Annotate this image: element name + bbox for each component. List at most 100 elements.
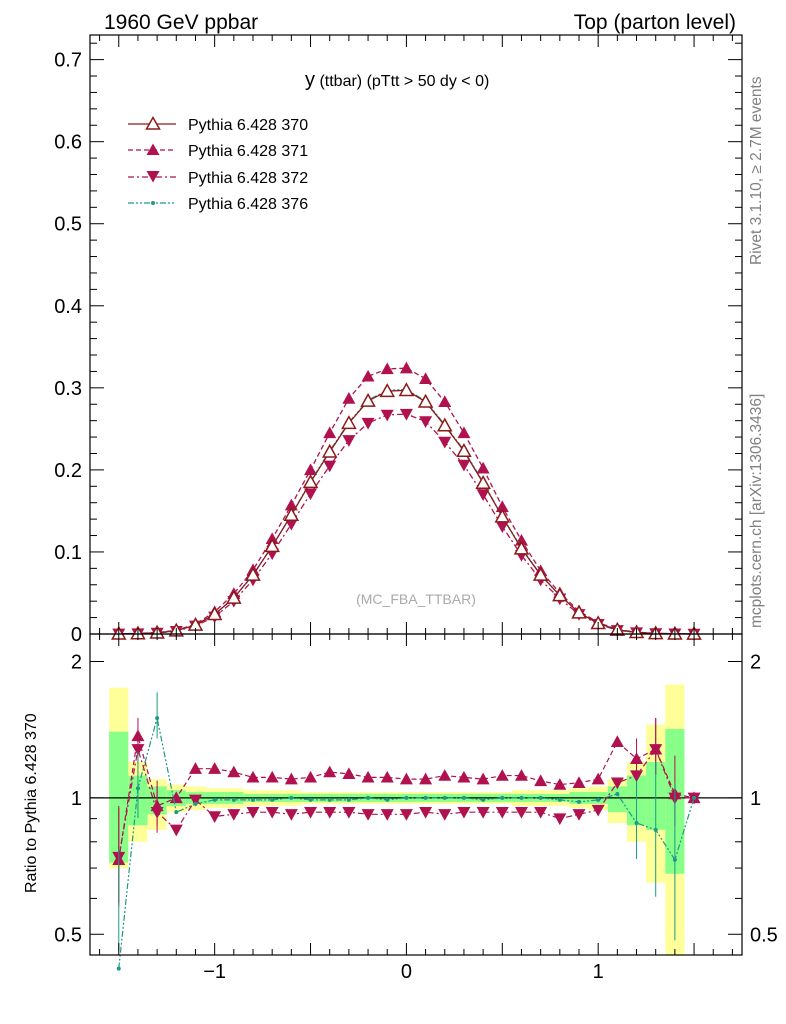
point-2-9: [284, 518, 298, 531]
ratio-point-2-19: [476, 806, 490, 819]
point-1-11: [323, 426, 337, 439]
ratio-point-3-21: [519, 795, 524, 800]
point-1-17: [438, 395, 452, 407]
ratio-ytick-label-right-0: 0.5: [750, 924, 778, 946]
ratio-point-1-14: [380, 770, 394, 783]
point-1-9: [284, 498, 298, 511]
ratio-uncertainty-bands: [109, 684, 685, 955]
ratio-point-3-16: [423, 795, 428, 800]
point-0-8: [264, 538, 280, 553]
legend-item-370: Pythia 6.428 370: [128, 115, 308, 134]
point-0-19: [475, 474, 491, 489]
ratio-point-2-7: [246, 806, 260, 819]
header-left: 1960 GeV ppbar: [104, 11, 258, 34]
ratio-point-3-4: [193, 801, 198, 806]
ratio-point-3-18: [461, 795, 466, 800]
ratio-point-1-26: [610, 735, 624, 747]
legend: Pythia 6.428 370 Pythia 6.428 371 Pythia…: [128, 115, 308, 213]
ratio-point-3-5: [212, 797, 217, 802]
point-1-13: [361, 369, 375, 382]
band-green-26: [607, 786, 627, 813]
ratio-point-3-28: [653, 827, 658, 832]
ratio-series-3: [116, 692, 697, 971]
point-1-16: [419, 372, 433, 385]
ratio-point-2-17: [438, 809, 452, 821]
ratio-point-1-28: [649, 742, 663, 755]
point-2-18: [457, 459, 471, 472]
point-0-7: [245, 566, 261, 581]
ratio-point-2-14: [380, 809, 394, 821]
mcplots-label: mcplots.cern.ch [arXiv:1306.3436]: [748, 394, 765, 628]
point-0-5: [206, 606, 223, 621]
ratio-ytick-label-left-0: 0.5: [54, 924, 82, 946]
ratio-point-3-27: [634, 821, 639, 826]
ratio-point-3-15: [404, 795, 409, 800]
ratio-point-2-21: [514, 806, 528, 819]
x-tick-label-1: 0: [401, 961, 412, 983]
point-1-20: [495, 500, 509, 513]
ratio-point-1-18: [457, 770, 471, 783]
ratio-point-1-27: [630, 752, 644, 764]
ratio-point-3-9: [289, 795, 294, 800]
ratio-point-1-7: [246, 770, 260, 783]
point-0-22: [532, 566, 549, 581]
plot-title-sub: (ttbar) (pTtt > 50 dy < 0): [315, 73, 489, 90]
main-ytick-label-1: 0.1: [54, 542, 82, 564]
ratio-point-1-2: [150, 799, 164, 812]
ratio-point-1-10: [304, 770, 318, 783]
ratio-ytick-label-right-2: 2: [750, 651, 761, 673]
ratio-ytick-label-left-1: 1: [71, 788, 82, 810]
ratio-point-3-3: [174, 810, 179, 815]
ratio-point-2-25: [591, 804, 605, 817]
ratio-point-1-13: [361, 770, 375, 783]
ratio-point-3-24: [577, 799, 581, 804]
ratio-point-1-9: [284, 772, 298, 785]
ratio-frame: [89, 633, 743, 956]
ratio-point-3-22: [538, 795, 543, 800]
point-0-13: [360, 392, 376, 407]
point-2-13: [361, 417, 375, 430]
legend-label-371: Pythia 6.428 371: [188, 143, 308, 160]
ratio-point-3-23: [557, 797, 562, 802]
main-ytick-label-2: 0.2: [54, 460, 82, 482]
ratio-point-1-21: [514, 769, 528, 781]
point-0-12: [341, 415, 357, 430]
point-0-14: [379, 383, 396, 398]
legend-label-372: Pythia 6.428 372: [188, 170, 308, 187]
point-1-14: [380, 362, 394, 375]
point-0-15: [398, 382, 415, 397]
point-0-17: [436, 417, 453, 432]
ratio-point-2-5: [208, 811, 222, 823]
ratio-point-3-10: [308, 797, 313, 802]
legend-label-370: Pythia 6.428 370: [188, 117, 308, 134]
ratio-point-2-24: [572, 809, 586, 821]
ratio-point-3-14: [385, 797, 390, 802]
ratio-point-1-6: [227, 765, 241, 778]
point-0-24: [571, 604, 587, 619]
ratio-ytick-label-left-2: 2: [71, 651, 82, 673]
point-0-23: [552, 587, 568, 602]
ratio-point-2-13: [361, 809, 375, 821]
ratio-point-2-3: [169, 824, 183, 837]
ratio-series-layer: [112, 692, 701, 971]
watermark: (MC_FBA_TTBAR): [356, 591, 476, 607]
ratio-point-1-5: [208, 762, 222, 774]
ratio-point-2-11: [323, 806, 337, 819]
main-ytick-label-6: 0.6: [54, 132, 82, 154]
ratio-point-1-3: [169, 791, 183, 804]
ratio-point-3-12: [346, 797, 351, 802]
ratio-point-2-18: [457, 806, 471, 819]
point-2-10: [304, 488, 318, 501]
ratio-point-3-25: [596, 797, 601, 802]
point-1-12: [342, 392, 356, 404]
main-ytick-label-0: 0: [71, 624, 82, 646]
point-2-16: [419, 416, 433, 428]
ratio-point-1-25: [591, 772, 605, 785]
ratio-point-2-12: [342, 806, 356, 819]
ratio-point-3-6: [231, 797, 236, 802]
header-right: Top (parton level): [574, 11, 736, 34]
ratio-point-1-12: [342, 767, 356, 780]
ratio-point-2-4: [188, 794, 202, 807]
ratio-point-1-17: [438, 769, 452, 781]
